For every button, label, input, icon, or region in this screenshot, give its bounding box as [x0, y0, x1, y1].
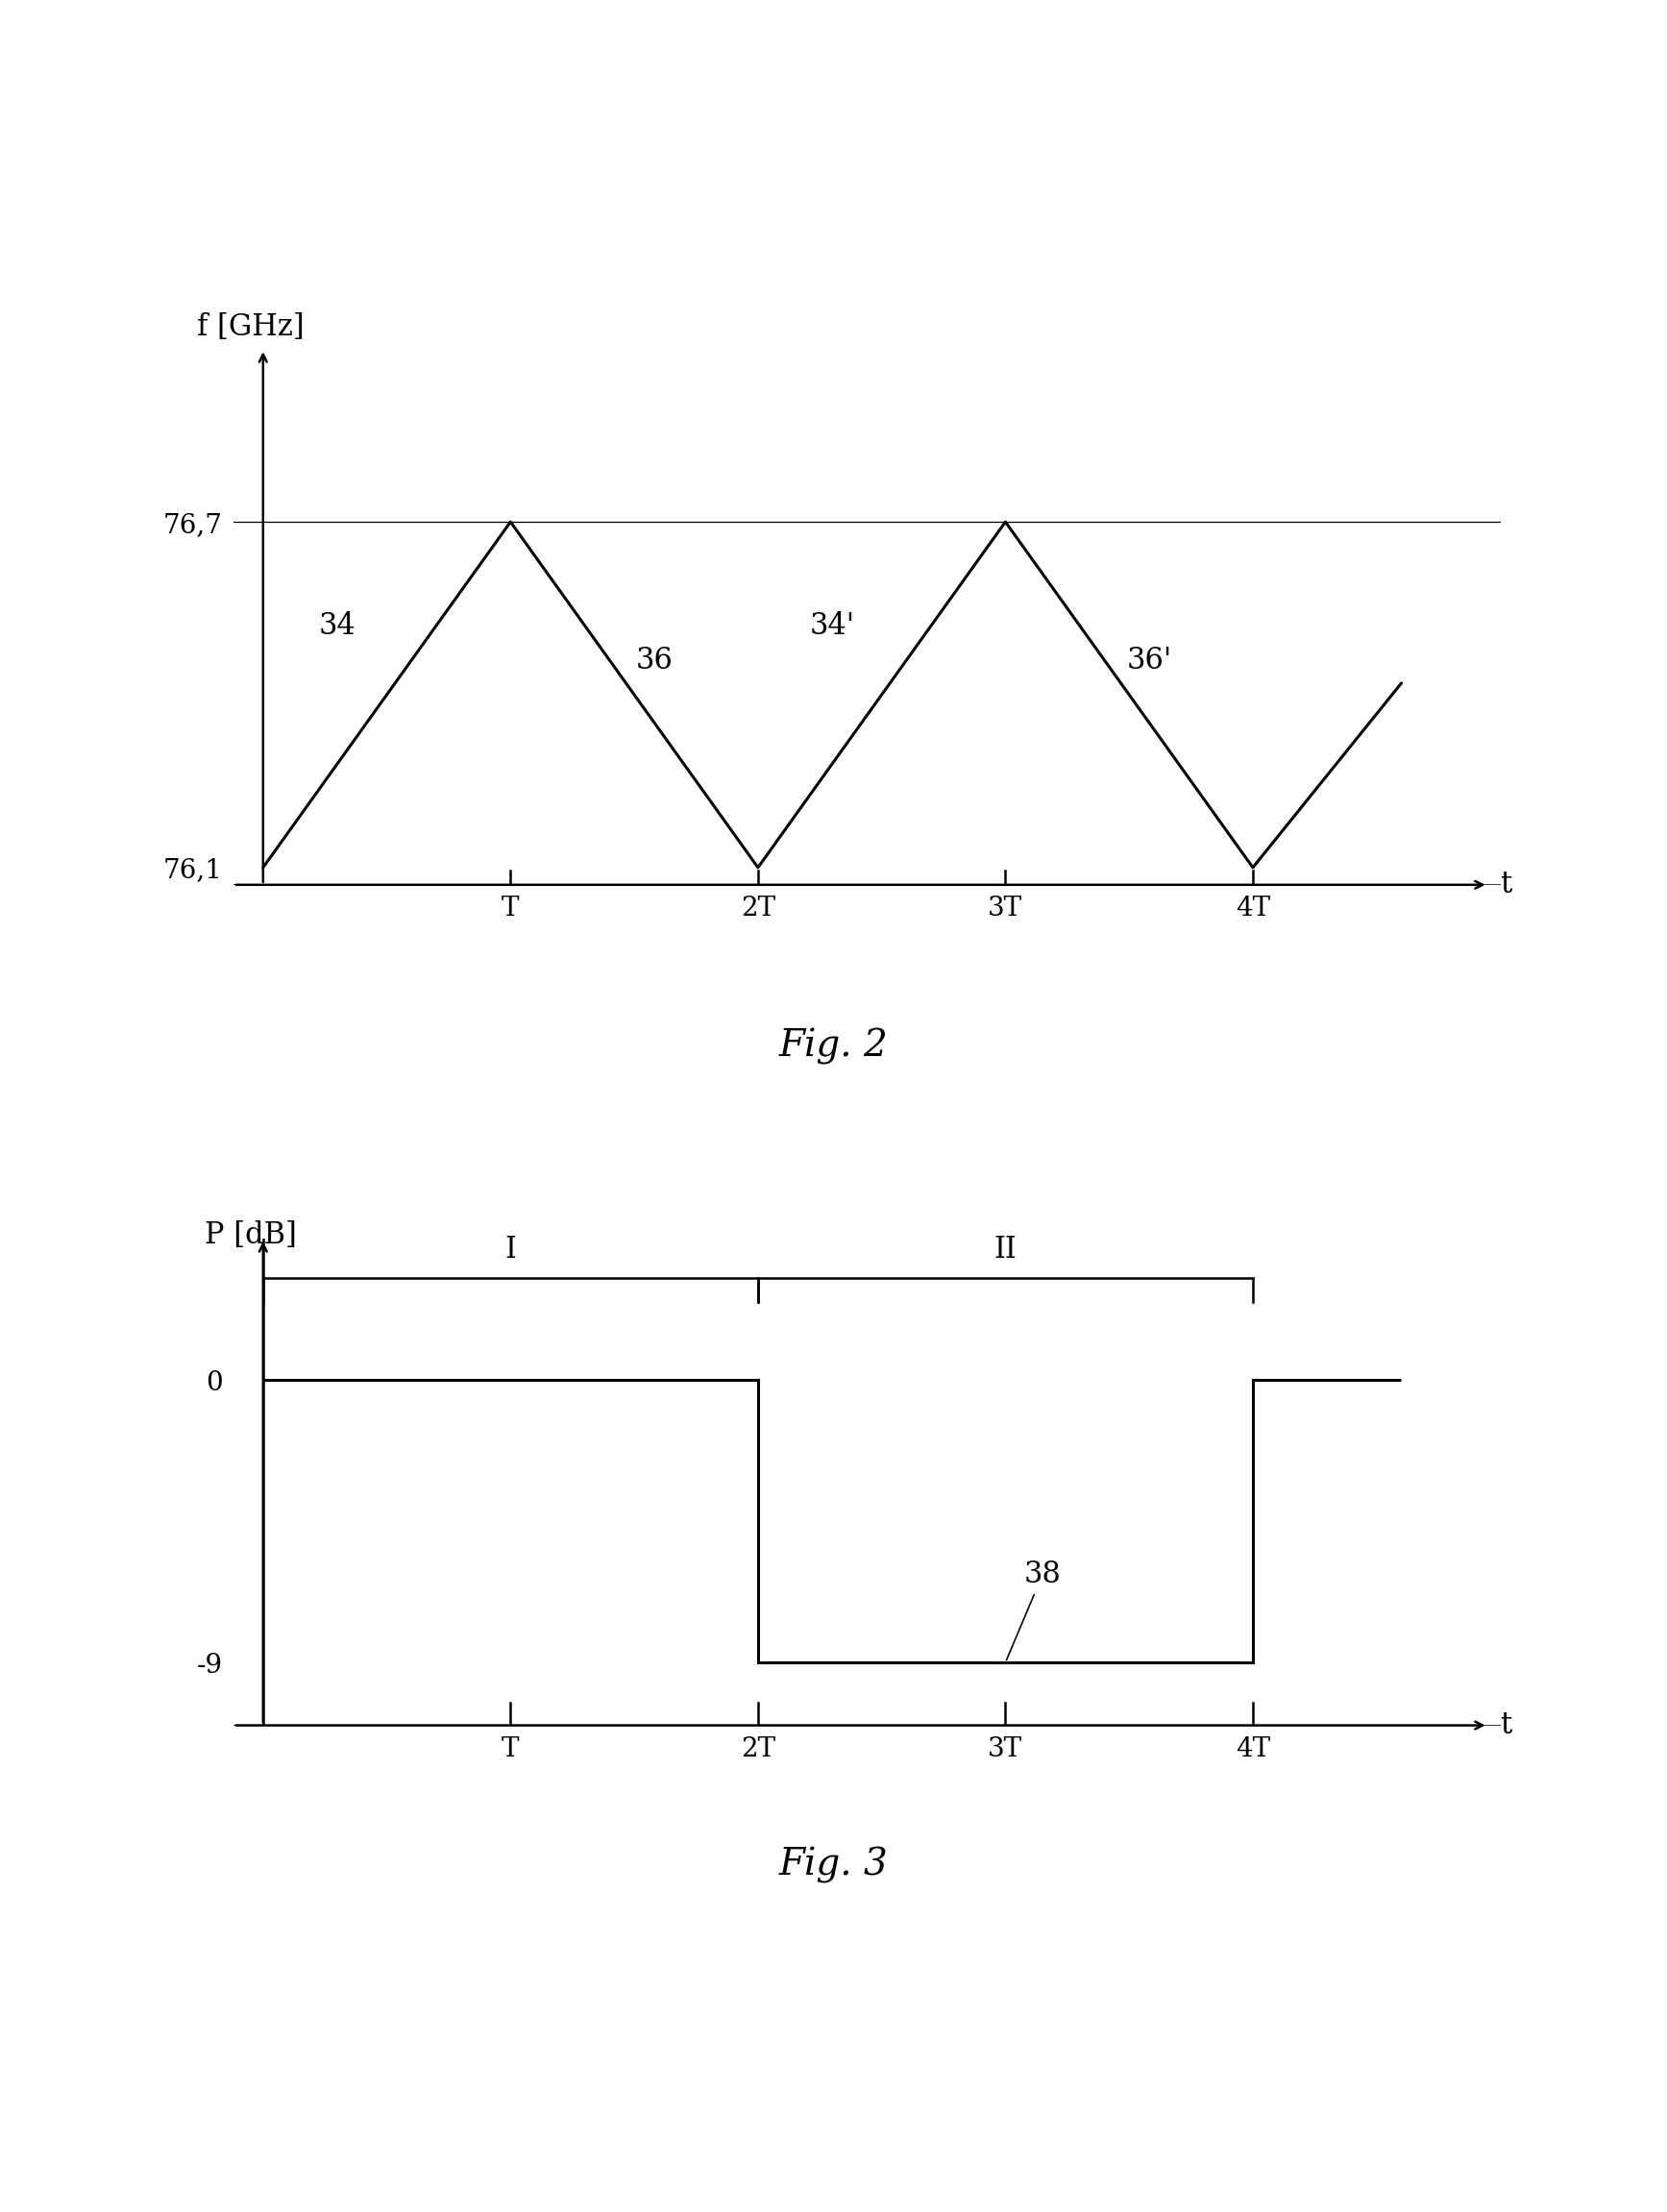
Text: I: I [505, 1234, 517, 1263]
Text: Fig. 3: Fig. 3 [778, 1847, 889, 1885]
Text: f [GHz]: f [GHz] [197, 312, 305, 343]
Text: P [dB]: P [dB] [205, 1221, 297, 1250]
Text: 36': 36' [1127, 646, 1172, 675]
Text: t: t [1500, 1710, 1512, 1741]
Text: II: II [994, 1234, 1017, 1263]
Text: t: t [1500, 869, 1512, 900]
Text: 38: 38 [1007, 1559, 1062, 1661]
Text: 36: 36 [635, 646, 673, 675]
Text: 34': 34' [810, 611, 855, 641]
Text: Fig. 2: Fig. 2 [778, 1029, 889, 1066]
Text: 34: 34 [318, 611, 357, 641]
